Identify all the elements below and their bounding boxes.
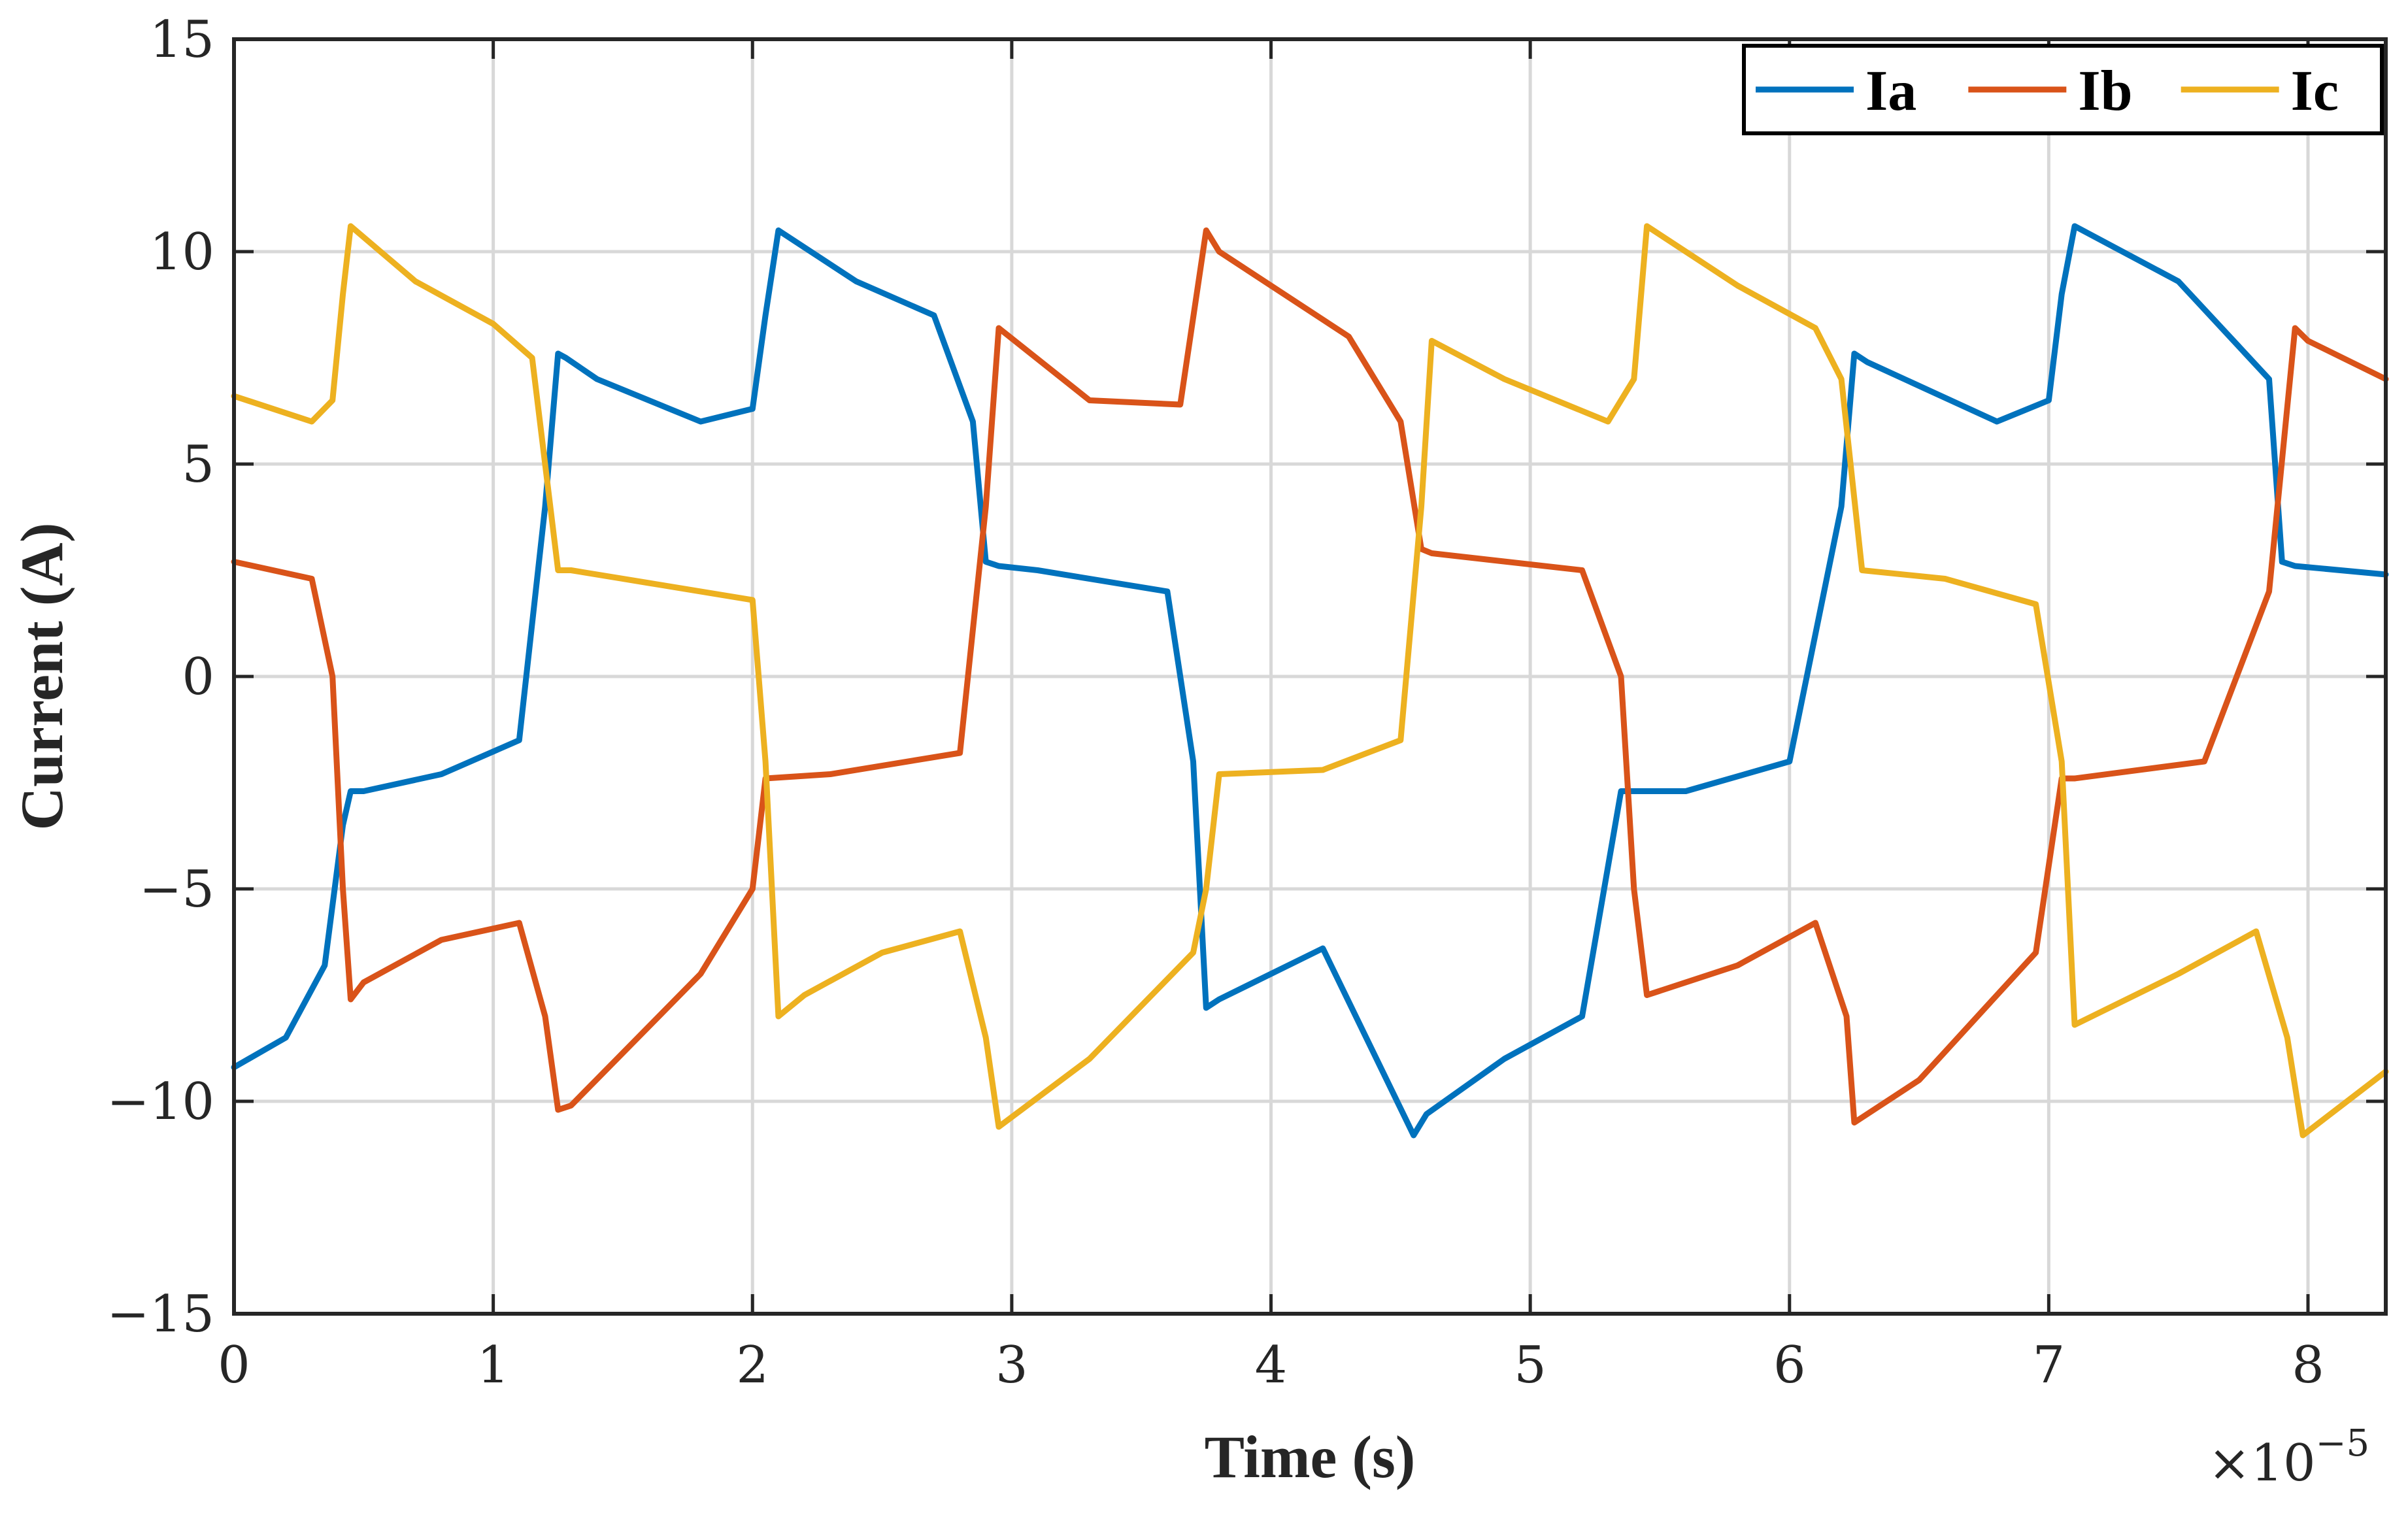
grid [234,39,2386,1314]
x-tick-label: 7 [2033,1336,2065,1395]
y-tick-label: 5 [182,435,214,494]
series-line-ib [231,227,2389,1125]
x-tick-label: 1 [477,1336,510,1395]
x-tick-label: 4 [1255,1336,1288,1395]
y-tick-label: −5 [139,860,214,919]
tick-labels: 0 1 2 3 4 5 6 7 8 −15 −10 −5 0 5 10 15 [107,10,2324,1395]
x-axis-exponent: ×10−5 [2208,1422,2369,1493]
legend-label-ia: Ia [1865,59,1916,123]
series-line-ic [231,223,2389,1139]
x-tick-label: 0 [218,1336,250,1395]
x-tick-label: 8 [2292,1336,2324,1395]
x-axis-label: Time (s) [1205,1424,1416,1490]
series-line-ia [231,223,2389,1139]
x-tick-label: 3 [995,1336,1028,1395]
y-tick-label: −15 [107,1285,214,1344]
x-tick-label: 2 [736,1336,769,1395]
y-tick-label: −10 [107,1073,214,1131]
y-tick-label: 10 [150,223,214,282]
x-tick-label: 5 [1514,1336,1547,1395]
series-layer [231,223,2389,1139]
legend-label-ic: Ic [2291,59,2339,123]
y-axis-label: Current (A) [8,523,75,831]
x-tick-label: 6 [1773,1336,1806,1395]
x-axis-exponent-power: −5 [2316,1422,2370,1465]
y-tick-label: 15 [150,10,214,69]
x-axis-exponent-base: ×10 [2208,1434,2316,1493]
legend: Ia Ib Ic [1742,44,2384,135]
legend-label-ib: Ib [2078,59,2132,123]
y-tick-label: 0 [182,648,214,707]
